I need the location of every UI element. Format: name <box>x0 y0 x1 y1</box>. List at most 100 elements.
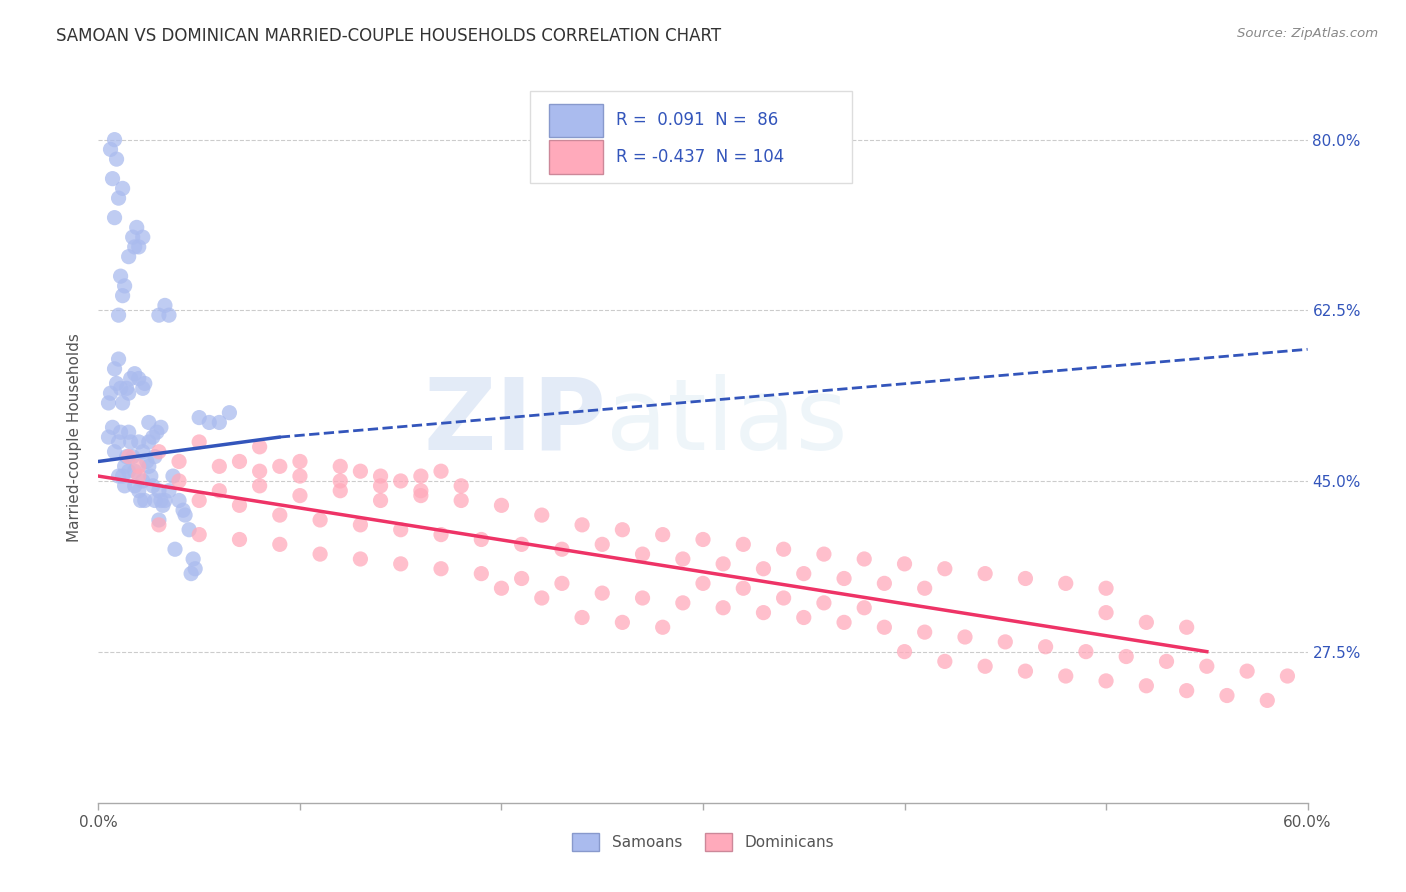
Point <box>120 371 142 385</box>
Point <box>1014 664 1036 678</box>
Point <box>1095 581 1118 595</box>
Point <box>470 566 492 581</box>
Point <box>249 464 271 478</box>
Point <box>103 133 125 147</box>
Point <box>1195 659 1218 673</box>
Point <box>124 479 146 493</box>
Point <box>1236 664 1258 678</box>
Point <box>143 493 166 508</box>
Point <box>309 513 332 527</box>
Point <box>228 533 250 547</box>
Point <box>1074 645 1097 659</box>
Point <box>101 420 124 434</box>
Point <box>228 454 250 468</box>
Point <box>184 562 207 576</box>
Point <box>107 469 129 483</box>
Point <box>124 367 146 381</box>
FancyBboxPatch shape <box>530 91 852 183</box>
Point <box>772 591 794 605</box>
Point <box>591 537 613 551</box>
Point <box>125 220 148 235</box>
Point <box>107 434 129 449</box>
Point <box>163 542 186 557</box>
Point <box>128 434 150 449</box>
Point <box>612 523 634 537</box>
Point <box>974 659 997 673</box>
Point <box>114 479 136 493</box>
Point <box>107 308 129 322</box>
Point <box>118 450 141 464</box>
Point <box>853 552 876 566</box>
Point <box>120 434 142 449</box>
Point <box>772 542 794 557</box>
Point <box>1095 606 1118 620</box>
Point <box>115 450 138 464</box>
Point <box>269 459 291 474</box>
Point <box>329 474 352 488</box>
Point <box>128 371 150 385</box>
Point <box>1014 572 1036 586</box>
Point <box>148 483 170 498</box>
Point <box>208 459 231 474</box>
Point <box>129 493 152 508</box>
Point <box>105 376 128 391</box>
Point <box>138 459 160 474</box>
Point <box>349 552 371 566</box>
Point <box>149 493 172 508</box>
Point <box>228 499 250 513</box>
Point <box>793 610 815 624</box>
Point <box>349 517 371 532</box>
Point <box>914 625 936 640</box>
Point <box>309 547 332 561</box>
Point <box>148 513 170 527</box>
Point <box>591 586 613 600</box>
Point <box>551 542 574 557</box>
Point <box>110 269 132 284</box>
Point <box>470 533 492 547</box>
Point <box>167 493 190 508</box>
Point <box>148 444 170 458</box>
Point <box>103 444 125 458</box>
Point <box>128 469 150 483</box>
Point <box>370 479 392 493</box>
Point <box>121 230 143 244</box>
Point <box>1115 649 1137 664</box>
Point <box>198 416 221 430</box>
Text: R =  0.091  N =  86: R = 0.091 N = 86 <box>616 112 778 129</box>
Point <box>530 508 553 522</box>
Point <box>510 572 533 586</box>
Point <box>672 596 695 610</box>
Point <box>153 298 176 312</box>
Y-axis label: Married-couple Households: Married-couple Households <box>67 333 83 541</box>
Point <box>631 591 654 605</box>
Point <box>103 211 125 225</box>
Point <box>139 469 162 483</box>
Point <box>752 606 775 620</box>
Point <box>174 508 197 522</box>
Point <box>1277 669 1299 683</box>
Point <box>107 191 129 205</box>
Point <box>389 557 412 571</box>
Point <box>146 425 169 440</box>
Point <box>218 406 240 420</box>
Point <box>181 552 204 566</box>
Point <box>288 454 311 468</box>
Point <box>389 474 412 488</box>
Text: SAMOAN VS DOMINICAN MARRIED-COUPLE HOUSEHOLDS CORRELATION CHART: SAMOAN VS DOMINICAN MARRIED-COUPLE HOUSE… <box>56 27 721 45</box>
Point <box>914 581 936 595</box>
Point <box>132 381 155 395</box>
Point <box>157 483 180 498</box>
Point <box>132 230 155 244</box>
Point <box>329 459 352 474</box>
Point <box>148 308 170 322</box>
Point <box>530 591 553 605</box>
Point <box>288 469 311 483</box>
Point <box>188 493 211 508</box>
Point <box>111 288 134 302</box>
Point <box>143 450 166 464</box>
Point <box>97 396 120 410</box>
Point <box>934 562 956 576</box>
Point <box>571 610 593 624</box>
Point <box>1035 640 1057 654</box>
Point <box>551 576 574 591</box>
